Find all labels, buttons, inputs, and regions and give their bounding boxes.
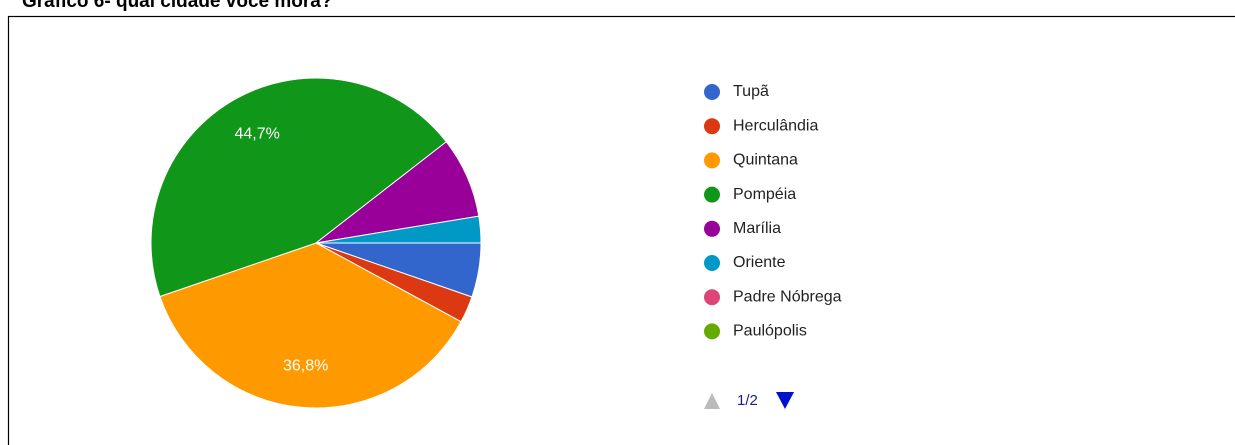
legend-label: Quintana [733, 152, 798, 169]
pie-slice [315, 215, 482, 244]
chart-title: Gráfico 6- qual cidade você mora? [22, 0, 332, 12]
legend-swatch [704, 186, 720, 203]
legend-label: Oriente [733, 254, 786, 271]
page-down[interactable] [776, 392, 794, 409]
slice-label: 44,7% [234, 125, 279, 142]
legend-swatch [704, 220, 720, 237]
page-label: 1/2 [737, 392, 758, 409]
legend-label: Marília [733, 220, 781, 237]
legend-label: Herculândia [733, 117, 818, 134]
frame [7, 15, 1235, 445]
legend-swatch [704, 118, 720, 135]
pagination: 1/2 [704, 392, 794, 409]
pie-slice [159, 242, 462, 409]
legend-label: Paulópolis [733, 323, 807, 340]
legend-swatch [704, 152, 720, 169]
legend-label: Tupã [733, 83, 769, 100]
pie-slice [150, 77, 448, 298]
page-up[interactable] [704, 393, 720, 409]
legend-swatch [704, 289, 720, 306]
slice-label: 36,8% [283, 358, 328, 375]
legend-swatch [704, 84, 720, 100]
legend-swatch [704, 255, 720, 271]
legend-label: Pompéia [733, 186, 796, 203]
legend-swatch [704, 323, 720, 340]
legend-label: Padre Nóbrega [733, 288, 842, 305]
